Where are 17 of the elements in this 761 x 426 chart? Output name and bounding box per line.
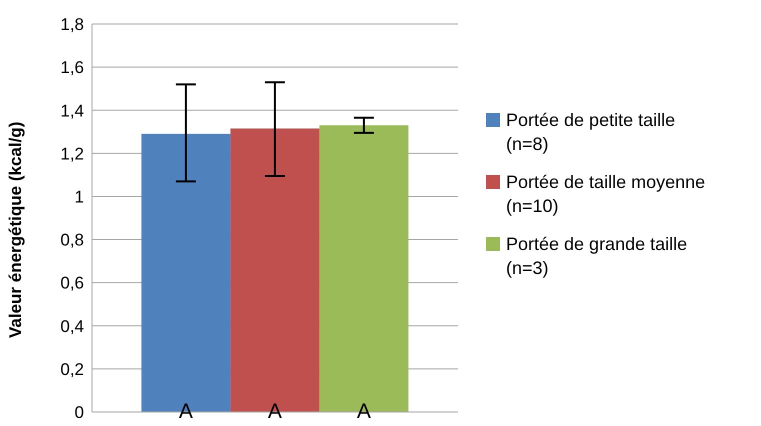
y-tick-label: 1,2 (60, 144, 84, 164)
legend-label: Portée de grande taille (n=3) (506, 233, 688, 280)
y-tick-label: 1 (74, 187, 84, 206)
annotation: A (268, 400, 282, 423)
y-axis-title: Valeur énergétique (kcal/g) (6, 122, 26, 338)
y-tick-label: 0,8 (60, 230, 84, 250)
legend-label: Portée de taille moyenne (n=10) (506, 171, 706, 218)
y-tick-label: 1,4 (60, 101, 84, 120)
y-tick-label: 1,8 (60, 15, 84, 34)
legend-label: Portée de petite taille (n=8) (506, 109, 676, 156)
y-tick-label: 1,6 (60, 58, 84, 78)
y-tick-label: 0,4 (60, 316, 84, 336)
y-tick-label: 0,6 (60, 274, 84, 293)
annotation: A (178, 400, 193, 423)
y-tick-label: 0 (74, 403, 84, 422)
y-tick-label: 0,2 (60, 360, 84, 379)
annotation: A (356, 400, 371, 423)
